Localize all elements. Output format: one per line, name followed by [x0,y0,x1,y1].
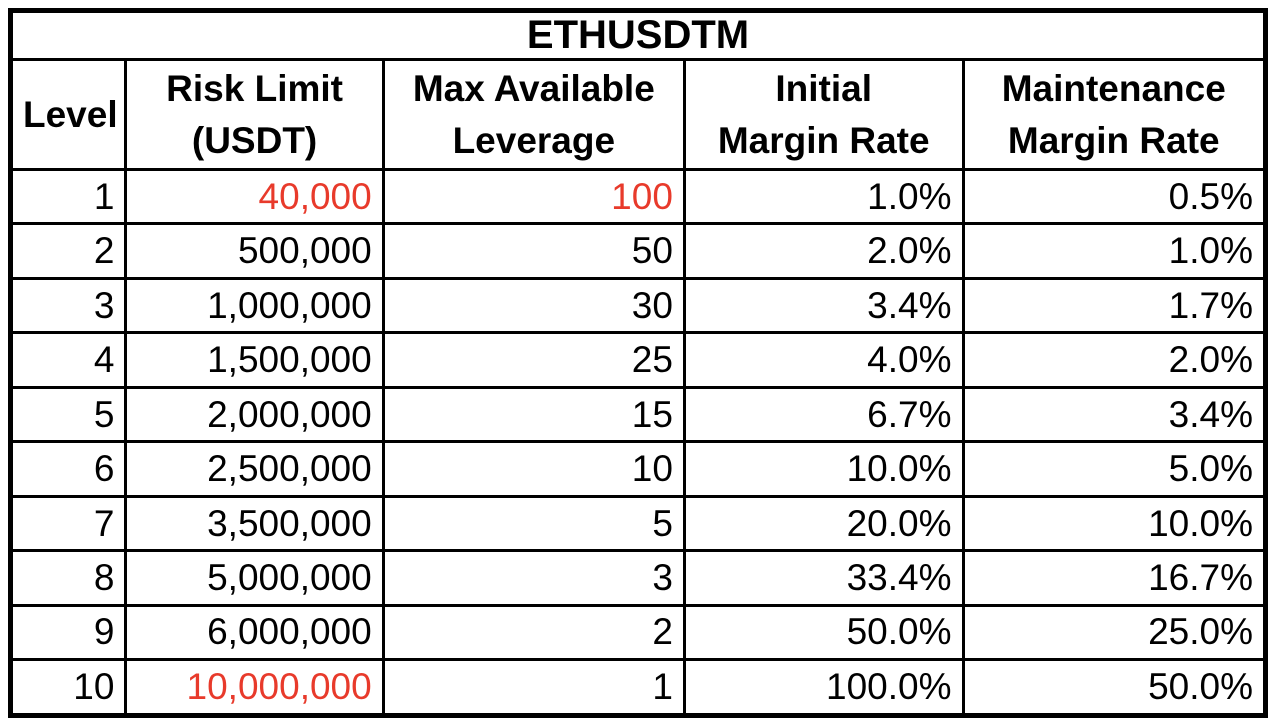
cell-risk-limit: 1,000,000 [124,276,385,335]
cell-risk-limit: 2,000,000 [124,385,385,444]
cell-maintenance-margin-rate: 1.0% [961,222,1268,280]
cell-level: 3 [8,276,128,335]
table-row: 7 3,500,000 5 20.0% 10.0% [8,494,1268,553]
cell-maintenance-margin-rate: 2.0% [961,331,1268,389]
cell-initial-margin-rate: 2.0% [682,222,965,280]
column-header-risk-limit: Risk Limit (USDT) [124,58,385,171]
cell-max-available-leverage: 30 [381,276,686,335]
cell-level: 8 [8,549,128,607]
cell-max-available-leverage: 100 [381,167,686,226]
cell-max-available-leverage: 5 [381,494,686,553]
cell-max-available-leverage: 10 [381,440,686,498]
cell-initial-margin-rate: 20.0% [682,494,965,553]
cell-level: 10 [8,658,128,717]
cell-maintenance-margin-rate: 16.7% [961,549,1268,607]
title-row: ETHUSDTM [9,9,1267,61]
column-header-maintenance-margin-rate: Maintenance Margin Rate [961,58,1268,171]
cell-maintenance-margin-rate: 1.7% [961,276,1268,335]
cell-level: 2 [8,222,128,280]
column-header-max-available-leverage: Max Available Leverage [381,58,686,171]
cell-initial-margin-rate: 10.0% [682,440,965,498]
cell-max-available-leverage: 2 [381,603,686,662]
cell-risk-limit: 500,000 [124,222,385,280]
cell-risk-limit: 2,500,000 [124,440,385,498]
cell-initial-margin-rate: 1.0% [682,167,965,226]
table-row: 6 2,500,000 10 10.0% 5.0% [8,440,1268,498]
table-row: 2 500,000 50 2.0% 1.0% [8,222,1268,280]
table-row: 5 2,000,000 15 6.7% 3.4% [8,385,1268,444]
cell-maintenance-margin-rate: 25.0% [961,603,1268,662]
cell-max-available-leverage: 15 [381,385,686,444]
table-row: 3 1,000,000 30 3.4% 1.7% [8,276,1268,335]
cell-initial-margin-rate: 100.0% [682,658,965,717]
cell-maintenance-margin-rate: 3.4% [961,385,1268,444]
cell-level: 6 [8,440,128,498]
table-row: 1 40,000 100 1.0% 0.5% [8,167,1268,226]
cell-initial-margin-rate: 50.0% [682,603,965,662]
table-row: 10 10,000,000 1 100.0% 50.0% [8,658,1268,717]
table-row: 4 1,500,000 25 4.0% 2.0% [8,331,1268,389]
cell-max-available-leverage: 50 [381,222,686,280]
cell-initial-margin-rate: 6.7% [682,385,965,444]
cell-risk-limit: 10,000,000 [124,658,385,717]
table-body: 1 40,000 100 1.0% 0.5% 2 500,000 50 2.0% 1.0% 3 1,0… [8,167,1268,717]
cell-risk-limit: 40,000 [124,167,385,226]
cell-risk-limit: 6,000,000 [124,603,385,662]
cell-max-available-leverage: 1 [381,658,686,717]
column-header-initial-margin-rate: Initial Margin Rate [682,58,965,171]
cell-risk-limit: 1,500,000 [124,331,385,389]
cell-level: 1 [8,167,128,226]
cell-max-available-leverage: 3 [381,549,686,607]
cell-level: 4 [8,331,128,389]
cell-initial-margin-rate: 33.4% [682,549,965,607]
cell-maintenance-margin-rate: 5.0% [961,440,1268,498]
cell-level: 7 [8,494,128,553]
cell-maintenance-margin-rate: 50.0% [961,658,1268,717]
cell-maintenance-margin-rate: 10.0% [961,494,1268,553]
table-row: 8 5,000,000 3 33.4% 16.7% [8,549,1268,607]
risk-limit-table: ETHUSDTM Level Risk Limit (USDT) Max Ava… [8,8,1268,718]
cell-risk-limit: 5,000,000 [124,549,385,607]
table-title: ETHUSDTM [9,9,1267,61]
cell-risk-limit: 3,500,000 [124,494,385,553]
cell-maintenance-margin-rate: 0.5% [961,167,1268,226]
cell-level: 5 [8,385,128,444]
header-row: Level Risk Limit (USDT) Max Available Le… [8,58,1268,171]
cell-level: 9 [8,603,128,662]
cell-initial-margin-rate: 3.4% [682,276,965,335]
cell-max-available-leverage: 25 [381,331,686,389]
cell-initial-margin-rate: 4.0% [682,331,965,389]
column-header-level: Level [8,58,128,171]
table-row: 9 6,000,000 2 50.0% 25.0% [8,603,1268,662]
